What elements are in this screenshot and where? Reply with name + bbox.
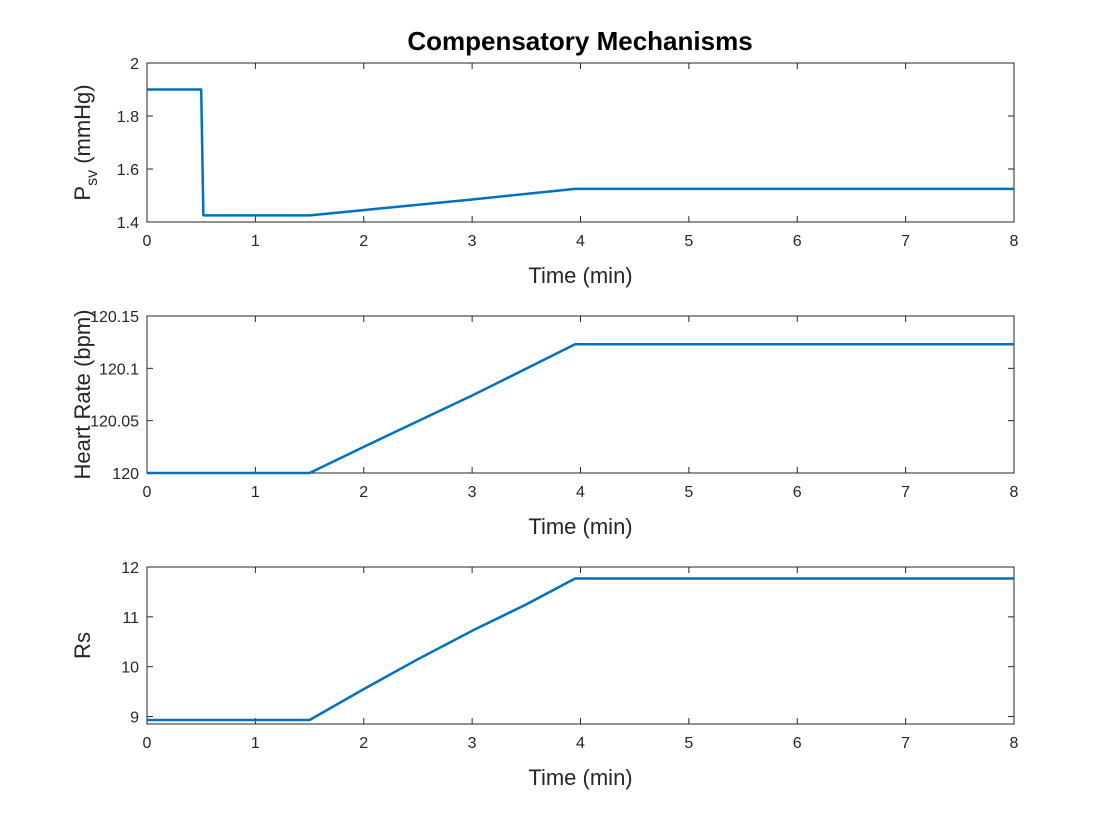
x-tick-label: 0	[143, 735, 152, 752]
x-tick-label: 2	[359, 735, 368, 752]
y-tick-label: 120	[112, 466, 139, 483]
x-tick-label: 5	[684, 735, 693, 752]
x-tick-label: 0	[143, 233, 152, 250]
subplot-2: 0 1 2 3 4 5 6 7 8 120 120.05 120.1 120.15 Time (min) H…	[70, 309, 1019, 539]
plot-area	[146, 62, 1015, 223]
y-tick-label: 9	[130, 710, 139, 727]
y-tick-label: 120.15	[90, 309, 139, 326]
y-tick-label: 11	[122, 610, 139, 627]
x-axis-label: Time (min)	[528, 514, 632, 539]
x-tick-label: 0	[143, 484, 152, 501]
x-axis-label: Time (min)	[528, 765, 632, 790]
series-line-1	[147, 88, 1014, 217]
x-tick-label: 8	[1010, 735, 1019, 752]
plot-area	[146, 315, 1015, 474]
x-tick-label: 1	[251, 735, 260, 752]
chart-title: Compensatory Mechanisms	[407, 26, 752, 56]
x-tick-label: 4	[576, 735, 585, 752]
x-tick-label: 3	[468, 735, 477, 752]
y-axis-label: Rs	[70, 632, 95, 659]
x-tick-label: 7	[901, 233, 910, 250]
x-tick-label: 6	[793, 484, 802, 501]
y-axis-label: Heart Rate (bpm)	[70, 310, 95, 480]
x-tick-label: 2	[359, 484, 368, 501]
x-tick-label: 1	[251, 233, 260, 250]
x-tick-label: 3	[468, 233, 477, 250]
x-tick-label: 1	[251, 484, 260, 501]
x-tick-label: 5	[684, 484, 693, 501]
x-tick-label: 6	[793, 233, 802, 250]
x-tick-label: 8	[1010, 484, 1019, 501]
y-tick-label: 120.1	[99, 361, 139, 378]
y-tick-label: 1.8	[117, 109, 139, 126]
y-tick-label: 10	[121, 660, 139, 677]
plot-area	[146, 566, 1015, 725]
x-tick-label: 6	[793, 735, 802, 752]
subplot-1: 0 1 2 3 4 5 6 7 8 1.4 1.6 1.8 2 Time (min) Psv (mmHg)	[70, 56, 1019, 288]
y-tick-label: 120.05	[90, 414, 139, 431]
y-tick-label: 2	[130, 56, 139, 73]
y-tick-label: 12	[121, 560, 139, 577]
y-tick-label: 1.4	[117, 215, 139, 232]
y-tick-label: 1.6	[117, 162, 139, 179]
x-tick-label: 7	[901, 484, 910, 501]
x-tick-label: 2	[359, 233, 368, 250]
x-tick-label: 5	[684, 233, 693, 250]
x-tick-label: 7	[901, 735, 910, 752]
x-tick-label: 8	[1010, 233, 1019, 250]
x-tick-label: 4	[576, 233, 585, 250]
y-axis-label: Psv (mmHg)	[70, 84, 101, 200]
x-tick-label: 3	[468, 484, 477, 501]
x-axis-label: Time (min)	[528, 263, 632, 288]
series-line-3	[147, 577, 1014, 722]
series-line-2	[147, 343, 1014, 475]
x-tick-label: 4	[576, 484, 585, 501]
